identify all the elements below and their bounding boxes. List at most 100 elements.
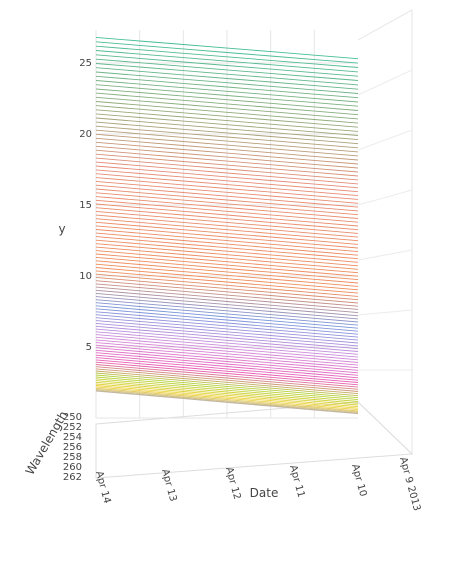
series-line	[95, 320, 359, 344]
series-line	[95, 314, 359, 338]
wavelength-tick-label: 250	[63, 412, 82, 423]
series-line	[95, 63, 359, 86]
series-line	[95, 188, 359, 212]
series-line	[95, 58, 359, 81]
series-line	[95, 354, 359, 379]
series-line	[95, 383, 359, 408]
series-line	[95, 328, 359, 352]
series-line	[95, 263, 359, 287]
lines-layer	[95, 36, 359, 415]
series-line	[95, 342, 359, 366]
series-line	[95, 203, 359, 227]
series-line	[95, 232, 359, 256]
series-line	[95, 243, 359, 267]
floor-plane	[95, 401, 414, 479]
series-line	[95, 380, 359, 404]
series-line	[95, 36, 359, 60]
series-line	[95, 308, 359, 332]
series-line	[95, 336, 359, 361]
series-line	[95, 283, 359, 307]
series-line	[95, 260, 359, 284]
series-line	[95, 386, 359, 411]
series-line	[95, 378, 359, 402]
series-line	[95, 133, 359, 157]
series-line	[95, 180, 359, 204]
series-line	[95, 344, 359, 369]
date-tick-label: Apr 11	[287, 464, 306, 499]
y-tick-label: 20	[79, 129, 92, 140]
series-line	[95, 229, 359, 253]
series-line	[95, 374, 359, 399]
series-line	[95, 67, 359, 90]
y-tick-label: 5	[86, 342, 92, 353]
side-gridline	[357, 129, 413, 151]
series-line	[95, 253, 359, 277]
series-line	[95, 225, 359, 249]
y-tick-label: 15	[79, 200, 92, 211]
series-line	[95, 207, 359, 231]
series-line	[95, 370, 359, 395]
date-axis-title: Date	[250, 486, 279, 500]
series-line	[95, 389, 359, 414]
series-line	[95, 137, 359, 161]
series-line	[95, 177, 359, 200]
series-line	[95, 280, 359, 304]
series-line	[95, 157, 359, 181]
series-line	[95, 311, 359, 335]
series-line	[95, 317, 359, 341]
series-line	[95, 270, 359, 294]
series-line	[95, 109, 359, 132]
series-line	[95, 390, 359, 415]
series-line	[95, 364, 359, 388]
series-line	[95, 141, 359, 165]
series-line	[95, 169, 359, 193]
series-line	[95, 199, 359, 223]
side-gridline	[357, 309, 413, 316]
series-line	[95, 361, 359, 386]
wavelength-tick-label: 260	[63, 462, 82, 473]
date-tick-label: Apr 14	[93, 470, 112, 505]
series-line	[95, 246, 359, 270]
series-line	[95, 161, 359, 185]
series-line	[95, 96, 359, 120]
series-line	[95, 214, 359, 238]
side-gridline	[357, 69, 413, 96]
series-line	[95, 286, 359, 310]
series-line	[95, 88, 359, 111]
wavelength-tick-label: 262	[63, 472, 82, 483]
series-line	[95, 385, 359, 409]
series-line	[95, 45, 359, 68]
series-line	[95, 239, 359, 263]
series-line	[95, 372, 359, 397]
series-line	[95, 347, 359, 371]
series-line	[95, 388, 359, 413]
series-line	[95, 105, 359, 128]
series-line	[95, 296, 359, 320]
series-line	[95, 50, 359, 73]
series-line	[95, 236, 359, 260]
series-line	[95, 387, 359, 412]
series-line	[95, 256, 359, 281]
series-line	[95, 299, 359, 323]
series-line	[95, 210, 359, 234]
series-line	[95, 221, 359, 245]
y-axis-title: y	[58, 222, 65, 236]
series-line	[95, 357, 359, 381]
series-line	[95, 75, 359, 99]
series-line	[95, 273, 359, 297]
series-line	[95, 84, 359, 107]
series-line	[95, 305, 359, 329]
series-line	[95, 339, 359, 363]
series-line	[95, 80, 359, 103]
wavelength-tick-label: 258	[63, 452, 82, 463]
wavelength-tick-label: 254	[63, 432, 82, 443]
series-line	[95, 292, 359, 317]
date-tick-label: Apr 9 2013	[397, 456, 422, 512]
series-line	[95, 267, 359, 291]
side-wall	[357, 9, 413, 456]
series-line	[95, 101, 359, 124]
series-line	[95, 92, 359, 116]
series-line	[95, 366, 359, 390]
